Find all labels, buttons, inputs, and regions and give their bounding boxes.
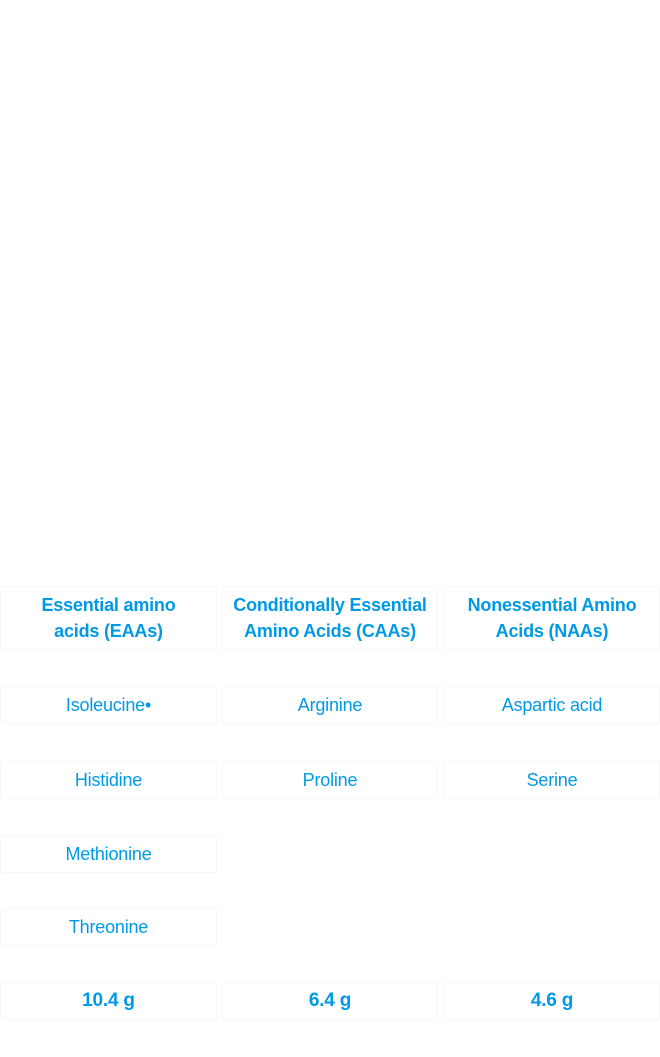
header-line: Conditionally Essential <box>233 595 427 615</box>
table-cell: Aspartic acid <box>444 686 660 724</box>
header-line: Amino Acids (CAAs) <box>244 621 416 641</box>
table-cell: Isoleucine• <box>0 686 217 724</box>
header-line: Essential amino <box>41 595 176 615</box>
total-conditionally-essential: 6.4 g <box>222 982 438 1020</box>
header-line: Nonessential Amino <box>467 595 637 615</box>
table-cell: Histidine <box>0 761 217 799</box>
empty-table-cell <box>222 835 438 873</box>
total-nonessential: 4.6 g <box>444 982 660 1020</box>
empty-table-cell <box>222 908 438 946</box>
header-nonessential-amino-acids: Nonessential Amino Acids (NAAs) <box>444 586 660 650</box>
table-cell: Proline <box>222 761 438 799</box>
empty-table-cell <box>444 908 660 946</box>
table-cell: Threonine <box>0 908 217 946</box>
header-essential-amino-acids: Essential amino acids (EAAs) <box>0 586 217 650</box>
header-line: Acids (NAAs) <box>495 621 609 641</box>
table-cell: Arginine <box>222 686 438 724</box>
table-cell: Methionine <box>0 835 217 873</box>
header-conditionally-essential-amino-acids: Conditionally Essential Amino Acids (CAA… <box>222 586 438 650</box>
total-essential: 10.4 g <box>0 982 217 1020</box>
amino-acids-table: Essential amino acids (EAAs) Conditional… <box>0 586 660 1026</box>
empty-table-cell <box>444 835 660 873</box>
header-line: acids (EAAs) <box>54 621 163 641</box>
table-cell: Serine <box>444 761 660 799</box>
